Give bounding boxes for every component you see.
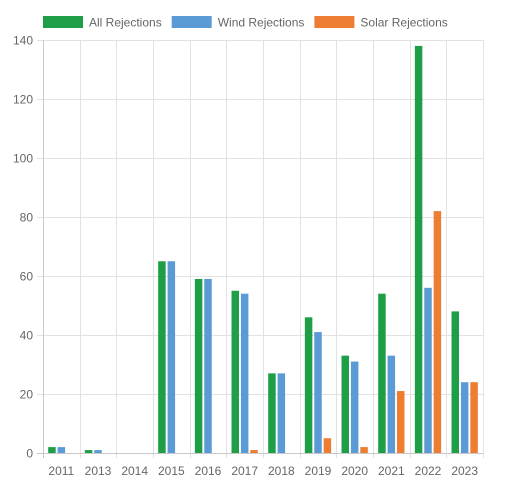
bar (194, 278, 203, 453)
bar (360, 447, 368, 453)
grid-lines (37, 40, 484, 458)
legend-swatch (43, 16, 83, 28)
bar (470, 382, 478, 453)
x-tick-label: 2018 (268, 464, 295, 478)
x-tick-label: 2016 (195, 464, 222, 478)
x-tick-label: 2020 (341, 464, 368, 478)
bar (48, 447, 56, 453)
y-tick-label: 100 (13, 152, 33, 166)
bar (314, 332, 322, 453)
legend: All Rejections Wind Rejections Solar Rejec… (43, 16, 448, 30)
y-tick-label: 120 (13, 93, 33, 107)
x-tick-label: 2011 (48, 464, 74, 478)
bar (94, 450, 102, 453)
bar (240, 293, 249, 453)
bar (277, 373, 286, 453)
y-tick-label: 80 (20, 211, 34, 225)
x-tick-label: 2019 (305, 464, 332, 478)
y-tick-label: 0 (26, 447, 33, 461)
bar (378, 293, 386, 453)
bar (250, 450, 258, 453)
bar (231, 290, 240, 453)
legend-label: Solar Rejections (360, 16, 447, 30)
x-tick-label: 2017 (231, 464, 258, 478)
bar (323, 438, 332, 453)
y-axis: 0 20 40 60 80 100 120 140 (13, 34, 44, 461)
x-tick-label: 2023 (451, 464, 478, 478)
bar (204, 278, 212, 453)
bar (350, 361, 359, 453)
bar (84, 450, 93, 453)
bar (396, 391, 405, 453)
bar (460, 382, 469, 453)
bar (167, 261, 176, 453)
bar (341, 355, 350, 453)
x-tick-label: 2022 (415, 464, 442, 478)
y-tick-label: 20 (20, 388, 34, 402)
bar (414, 45, 423, 454)
legend-swatch (314, 16, 355, 28)
x-axis: 2011 2013 2014 2015 2016 2017 2018 2019 2020 2021… (37, 453, 483, 478)
legend-swatch (171, 16, 212, 28)
y-tick-label: 40 (20, 329, 34, 343)
x-tick-label: 2021 (378, 464, 405, 478)
x-tick-label: 2015 (158, 464, 185, 478)
bar (424, 287, 432, 453)
legend-label: All Rejections (89, 16, 162, 30)
bar (57, 447, 66, 453)
bar (158, 261, 166, 453)
bar (433, 211, 442, 453)
bar (451, 311, 460, 453)
bar (387, 355, 396, 453)
y-tick-label: 60 (20, 270, 34, 284)
x-tick-label: 2014 (121, 464, 148, 478)
bar (304, 317, 313, 453)
bar (268, 373, 276, 453)
bars (48, 45, 478, 454)
y-tick-label: 140 (13, 34, 33, 48)
x-tick-label: 2013 (85, 464, 112, 478)
legend-label: Wind Rejections (218, 16, 305, 30)
